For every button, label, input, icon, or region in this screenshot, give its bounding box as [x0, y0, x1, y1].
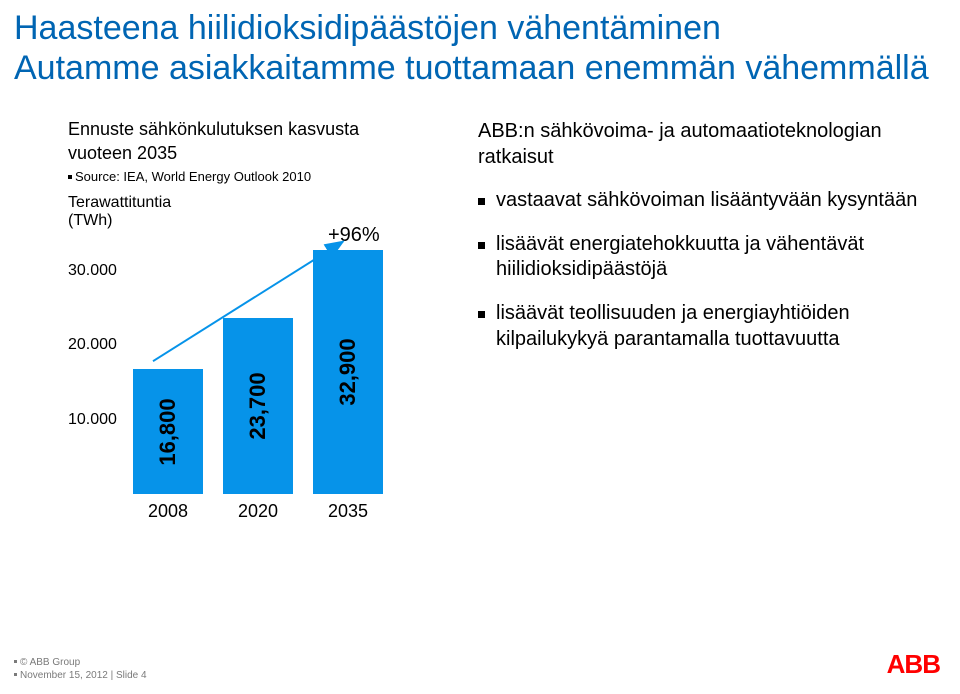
- bar-value-label: 32,900: [335, 338, 361, 405]
- bullet-item: lisäävät teollisuuden ja energiayhtiöide…: [478, 301, 946, 352]
- y-tick: 20.000: [68, 336, 117, 354]
- x-tick: 2020: [238, 501, 278, 522]
- bullet-list: vastaavat sähkövoiman lisääntyvään kysyn…: [478, 188, 946, 352]
- source-bullet: [68, 175, 72, 179]
- footer-line-2: November 15, 2012 | Slide 4: [14, 669, 147, 682]
- unit-line-2: (TWh): [68, 212, 112, 230]
- content-area: Ennuste sähkönkulutuksen kasvusta vuotee…: [0, 88, 960, 524]
- bullet-item: vastaavat sähkövoiman lisääntyvään kysyn…: [478, 188, 946, 214]
- bar-value-label: 23,700: [245, 372, 271, 439]
- abb-logo: ABB: [887, 649, 940, 680]
- title-line-2: Autamme asiakkaitamme tuottamaan enemmän…: [14, 48, 946, 88]
- bullet-item: lisäävät energiatehokkuutta ja vähentävä…: [478, 232, 946, 283]
- source-text: Source: IEA, World Energy Outlook 2010: [68, 169, 468, 184]
- bar: 16,8002008: [133, 369, 203, 494]
- forecast-line-1: Ennuste sähkönkulutuksen kasvusta: [68, 118, 468, 141]
- right-column: ABB:n sähkövoima- ja automaatioteknologi…: [468, 118, 946, 524]
- slide-title: Haasteena hiilidioksidipäästöjen vähentä…: [0, 0, 960, 88]
- y-tick: 10.000: [68, 411, 117, 429]
- y-tick: 30.000: [68, 262, 117, 280]
- x-tick: 2035: [328, 501, 368, 522]
- footer-line-1: © ABB Group: [14, 656, 147, 669]
- bars-container: 16,8002008 23,7002020 32,9002035: [133, 234, 393, 494]
- footer: © ABB Group November 15, 2012 | Slide 4: [14, 656, 147, 682]
- bar: 32,9002035: [313, 250, 383, 494]
- right-heading: ABB:n sähkövoima- ja automaatioteknologi…: [478, 118, 946, 170]
- bar-chart: 16,800200823,700202032,9002035 30.00020.…: [68, 234, 408, 524]
- bar: 23,7002020: [223, 318, 293, 494]
- x-tick: 2008: [148, 501, 188, 522]
- source-label: Source: IEA, World Energy Outlook 2010: [75, 169, 311, 184]
- title-line-1: Haasteena hiilidioksidipäästöjen vähentä…: [14, 8, 946, 48]
- unit-line-1: Terawattituntia: [68, 194, 468, 212]
- forecast-line-2: vuoteen 2035: [68, 142, 468, 165]
- bar-value-label: 16,800: [155, 398, 181, 465]
- left-column: Ennuste sähkönkulutuksen kasvusta vuotee…: [68, 118, 468, 524]
